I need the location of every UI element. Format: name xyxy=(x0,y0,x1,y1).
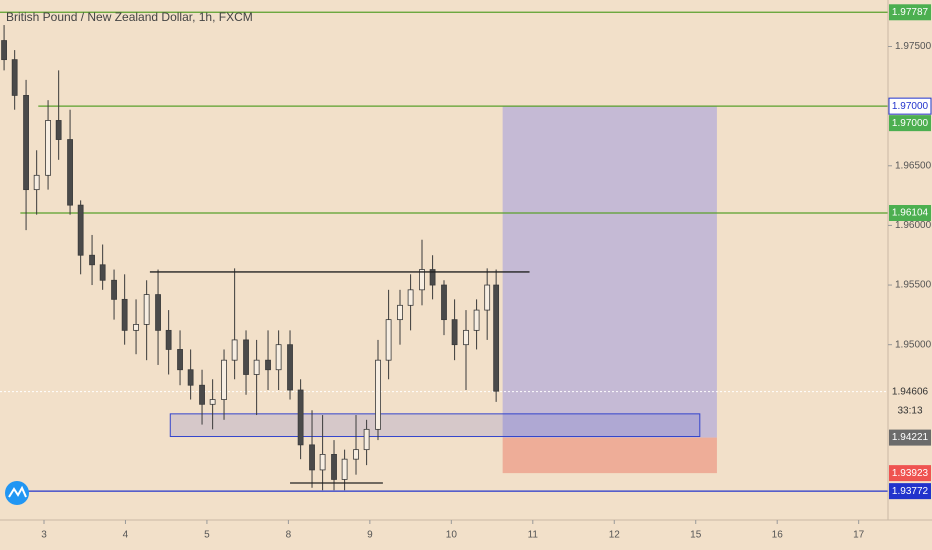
candle-body xyxy=(319,454,326,471)
price-label: 1.97000 xyxy=(892,101,929,112)
support-zone xyxy=(169,413,701,438)
candle-body xyxy=(484,284,491,311)
candle-body xyxy=(287,344,293,391)
candle-body xyxy=(363,428,370,451)
profit-zone xyxy=(502,106,717,438)
candle-body xyxy=(441,284,447,321)
price-label-box xyxy=(889,483,931,500)
y-tick-label: 1.97500 xyxy=(895,41,932,52)
candle-body xyxy=(121,298,128,331)
candle-body xyxy=(353,449,359,460)
x-tick-label: 11 xyxy=(528,530,539,541)
candle-body xyxy=(155,294,161,331)
candle-body xyxy=(419,269,425,291)
candle-body xyxy=(45,120,51,176)
x-tick-label: 17 xyxy=(853,530,865,541)
candle-body xyxy=(473,309,480,331)
candle-body xyxy=(187,369,194,386)
candle-body xyxy=(275,344,282,371)
price-label: 1.94606 xyxy=(892,386,929,397)
candle-body xyxy=(33,174,40,191)
price-label-box xyxy=(889,465,931,482)
candle-body xyxy=(265,359,271,371)
price-label-box xyxy=(889,115,931,132)
candle-body xyxy=(209,399,216,405)
candle-body xyxy=(429,269,436,286)
candle-body xyxy=(165,329,172,350)
logo xyxy=(5,481,29,505)
chart-title: British Pound / New Zealand Dollar, 1h, … xyxy=(6,10,253,24)
candle-body xyxy=(407,289,414,306)
x-tick-label: 8 xyxy=(286,530,292,541)
loss-zone xyxy=(502,437,717,474)
x-tick-label: 16 xyxy=(772,530,784,541)
x-tick-label: 9 xyxy=(367,530,373,541)
candle-body xyxy=(67,139,73,206)
price-label: 1.94221 xyxy=(892,432,929,443)
candle-body xyxy=(111,279,117,300)
price-label-box xyxy=(889,383,931,400)
candle-body xyxy=(385,319,392,361)
candle-body xyxy=(1,40,7,61)
candle-body xyxy=(221,359,227,400)
x-tick-label: 3 xyxy=(41,530,47,541)
y-tick-label: 1.95500 xyxy=(895,280,932,291)
candle-body xyxy=(243,339,249,375)
candle-body xyxy=(493,284,500,392)
x-tick-label: 10 xyxy=(446,530,458,541)
price-label: 1.93923 xyxy=(892,468,929,479)
y-tick-label: 1.96500 xyxy=(895,160,932,171)
x-tick-label: 12 xyxy=(609,530,621,541)
candle-body xyxy=(55,120,62,140)
candle-body xyxy=(23,95,29,191)
countdown: 33:13 xyxy=(897,405,922,416)
candle-body xyxy=(143,294,150,325)
candle-body xyxy=(199,384,205,405)
candle-body xyxy=(89,254,95,266)
candle-body xyxy=(463,329,469,346)
candle-body xyxy=(375,359,381,430)
candle-body xyxy=(177,349,183,371)
candle-body xyxy=(397,304,403,321)
candle-body xyxy=(341,458,348,480)
candle-body xyxy=(253,359,260,375)
x-tick-label: 4 xyxy=(123,530,129,541)
price-label: 1.96104 xyxy=(892,208,929,219)
candle-body xyxy=(133,324,139,331)
price-label-box xyxy=(889,205,931,222)
candle-body xyxy=(11,59,18,96)
x-tick-label: 15 xyxy=(690,530,702,541)
candle-body xyxy=(231,339,238,361)
candle-body xyxy=(99,264,106,281)
price-label: 1.97000 xyxy=(892,118,929,129)
y-tick-label: 1.96000 xyxy=(895,220,932,231)
logo-mark xyxy=(8,485,27,498)
plot-area xyxy=(0,11,888,492)
y-tick-label: 1.95000 xyxy=(895,339,932,350)
x-tick-label: 5 xyxy=(204,530,210,541)
candle-body xyxy=(77,204,84,256)
price-label-box xyxy=(888,97,932,115)
price-label: 1.93772 xyxy=(892,486,929,497)
candle-body xyxy=(331,454,337,480)
price-label: 1.97787 xyxy=(892,7,929,18)
candle-body xyxy=(451,319,458,346)
price-label-box xyxy=(889,4,931,21)
candle-body xyxy=(297,389,304,446)
price-label-box xyxy=(889,429,931,446)
candle-body xyxy=(309,444,315,471)
